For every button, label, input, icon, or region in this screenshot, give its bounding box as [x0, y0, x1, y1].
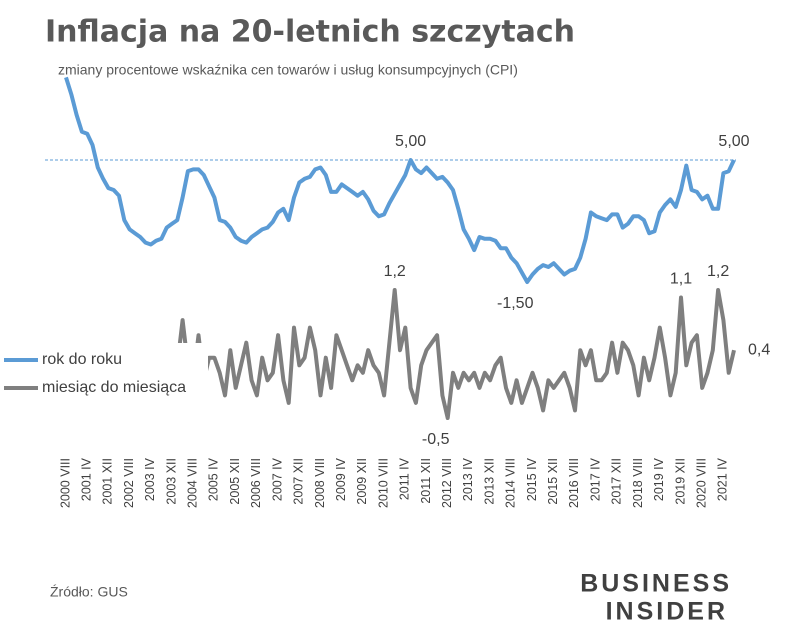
- x-tick-label: 2018 VIII: [631, 458, 645, 508]
- x-tick-label: 2005 IV: [207, 457, 221, 501]
- x-tick-label: 2001 IV: [80, 457, 94, 501]
- x-tick-label: 2006 VIII: [249, 458, 263, 508]
- source: Źródło: GUS: [50, 584, 128, 600]
- x-tick-label: 2004 VIII: [186, 458, 200, 508]
- data-label: 1,2: [707, 263, 729, 280]
- data-label: -1,50: [497, 295, 534, 312]
- chart-subtitle: zmiany procentowe wskaźnika cen towarów …: [58, 62, 518, 78]
- x-tick-label: 2012 VIII: [440, 458, 454, 508]
- data-label: 1,2: [384, 263, 406, 280]
- x-tick-label: 2015 IV: [525, 457, 539, 501]
- x-tick-label: 2009 XII: [355, 458, 369, 505]
- x-tick-label: 2019 IV: [652, 457, 666, 501]
- x-tick-label: 2007 IV: [270, 457, 284, 501]
- x-tick-label: 2016 VIII: [567, 458, 581, 508]
- x-tick-label: 2020 VIII: [694, 458, 708, 508]
- x-tick-label: 2019 XII: [673, 458, 687, 505]
- x-tick-label: 2010 VIII: [376, 458, 390, 508]
- chart-title: Inflacja na 20-letnich szczytach: [45, 15, 575, 50]
- series-line: [64, 76, 736, 284]
- legend-label: miesiąc do miesiąca: [42, 379, 186, 396]
- data-label: 0,4: [748, 341, 770, 358]
- x-tick-label: 2003 XII: [164, 458, 178, 505]
- x-tick-label: 2013 IV: [461, 457, 475, 501]
- x-tick-label: 2017 IV: [588, 457, 602, 501]
- legend-box: [0, 343, 208, 407]
- legend: rok do roku miesiąc do miesiąca: [0, 343, 208, 407]
- logo: BUSINESS: [580, 570, 732, 598]
- data-label: 5,00: [395, 133, 426, 150]
- x-tick-label: 2007 XII: [292, 458, 306, 505]
- data-label: 5,00: [718, 133, 749, 150]
- data-label: -0,5: [422, 431, 450, 448]
- x-tick-label: 2011 XII: [419, 458, 433, 504]
- logo: INSIDER: [606, 598, 728, 626]
- series-line: [175, 288, 736, 420]
- x-tick-label: 2021 IV: [716, 457, 730, 501]
- x-tick-label: 2008 VIII: [313, 458, 327, 508]
- x-tick-label: 2000 VIII: [58, 458, 72, 508]
- x-tick-label: 2013 XII: [482, 458, 496, 505]
- x-tick-label: 2015 XII: [546, 458, 560, 505]
- x-tick-label: 2011 IV: [398, 457, 412, 500]
- x-tick-label: 2009 IV: [334, 457, 348, 501]
- plot: 2000 VIII 2001 IV 2001 XII 2002 VIII 2003 IV…: [45, 76, 770, 508]
- x-tick-label: 2003 IV: [143, 457, 157, 501]
- x-tick-label: 2002 VIII: [122, 458, 136, 508]
- x-tick-label: 2017 XII: [610, 458, 624, 505]
- x-tick-label: 2001 XII: [101, 458, 115, 505]
- legend-label: rok do roku: [42, 351, 122, 368]
- data-label: 1,1: [670, 271, 692, 288]
- x-tick-label: 2005 XII: [228, 458, 242, 505]
- x-tick-label: 2014 VIII: [504, 458, 518, 508]
